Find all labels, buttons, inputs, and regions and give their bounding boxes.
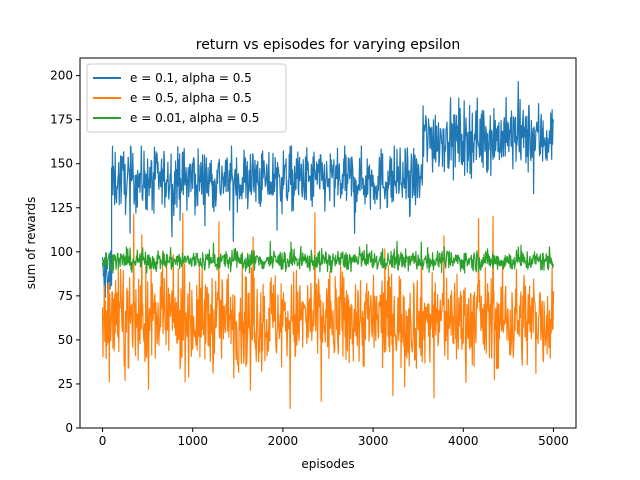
x-tick-label: 0 <box>99 434 107 448</box>
y-tick-label: 50 <box>58 333 73 347</box>
y-tick-label: 100 <box>50 245 73 259</box>
y-axis-label: sum of rewards <box>24 197 38 290</box>
y-tick-label: 75 <box>58 289 73 303</box>
legend-label: e = 0.5, alpha = 0.5 <box>130 91 252 105</box>
y-tick-label: 200 <box>50 69 73 83</box>
legend: e = 0.1, alpha = 0.5 e = 0.5, alpha = 0.5… <box>86 63 287 133</box>
y-tick-label: 125 <box>50 201 73 215</box>
y-tick-label: 25 <box>58 377 73 391</box>
y-axis: 0 25 50 75 100 125 150 175 200 <box>50 69 80 435</box>
x-tick-label: 1000 <box>177 434 208 448</box>
y-tick-label: 175 <box>50 113 73 127</box>
y-tick-label: 0 <box>65 421 73 435</box>
series-line-2 <box>101 240 555 274</box>
x-tick-label: 5000 <box>538 434 569 448</box>
series-layer <box>101 81 555 409</box>
x-tick-label: 4000 <box>448 434 479 448</box>
x-axis-label: episodes <box>301 457 354 471</box>
legend-box <box>86 63 287 133</box>
chart-title: return vs episodes for varying epsilon <box>196 37 461 53</box>
x-tick-label: 3000 <box>358 434 389 448</box>
series-line-0 <box>101 81 555 299</box>
plot-frame <box>79 57 577 429</box>
legend-label: e = 0.1, alpha = 0.5 <box>130 71 252 85</box>
legend-label: e = 0.01, alpha = 0.5 <box>130 111 259 125</box>
y-tick-label: 150 <box>50 157 73 171</box>
x-tick-label: 2000 <box>268 434 299 448</box>
x-axis: 0 1000 2000 3000 4000 5000 <box>99 428 569 448</box>
